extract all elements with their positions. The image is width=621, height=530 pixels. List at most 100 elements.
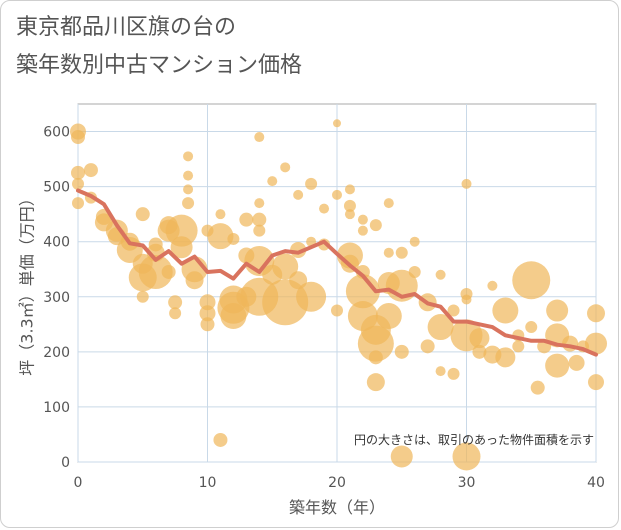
y-tick-label: 0 bbox=[61, 455, 70, 471]
transaction-bubble bbox=[267, 176, 278, 187]
transaction-bubble bbox=[420, 339, 435, 354]
x-tick-label: 30 bbox=[458, 475, 476, 491]
transaction-bubble bbox=[427, 314, 454, 341]
transaction-bubble bbox=[357, 225, 368, 236]
transaction-bubble bbox=[161, 264, 176, 279]
y-tick-label: 600 bbox=[43, 125, 70, 141]
transaction-bubble bbox=[272, 253, 299, 280]
transaction-bubble bbox=[512, 340, 525, 353]
transaction-bubble bbox=[435, 366, 446, 377]
transaction-bubble bbox=[357, 325, 394, 362]
transaction-bubble bbox=[512, 261, 551, 300]
transaction-bubble bbox=[72, 197, 84, 210]
transaction-bubble bbox=[368, 350, 383, 365]
y-tick-label: 400 bbox=[43, 235, 70, 251]
transaction-bubble bbox=[383, 198, 394, 209]
x-tick-labels: 0 10 20 30 40 bbox=[74, 475, 605, 491]
transaction-bubble bbox=[253, 224, 266, 237]
transaction-bubble bbox=[366, 373, 385, 392]
transaction-bubble bbox=[472, 344, 487, 359]
y-tick-label: 500 bbox=[43, 180, 70, 196]
transaction-bubble bbox=[135, 207, 150, 222]
transaction-bubble bbox=[239, 212, 254, 227]
transaction-bubble bbox=[525, 321, 538, 334]
x-tick-label: 10 bbox=[199, 475, 217, 491]
transaction-bubble bbox=[170, 236, 193, 259]
transaction-bubble bbox=[568, 354, 585, 371]
y-tick-label: 300 bbox=[43, 290, 70, 306]
transaction-bubble bbox=[148, 237, 163, 252]
x-tick-label: 40 bbox=[587, 475, 605, 491]
transaction-bubble bbox=[182, 197, 195, 210]
y-tick-label: 100 bbox=[43, 400, 70, 416]
transaction-bubble bbox=[319, 203, 330, 214]
transaction-bubble bbox=[395, 246, 408, 259]
x-tick-label: 20 bbox=[328, 475, 346, 491]
transaction-bubble bbox=[252, 212, 267, 227]
transaction-bubble bbox=[215, 209, 226, 220]
transaction-bubble bbox=[332, 189, 342, 200]
transaction-bubble bbox=[280, 162, 291, 173]
transaction-bubble bbox=[213, 432, 228, 447]
transaction-bubble bbox=[254, 132, 265, 143]
transaction-bubble bbox=[254, 198, 265, 209]
transaction-bubble bbox=[530, 380, 545, 395]
transaction-bubble bbox=[345, 274, 380, 309]
transaction-bubble bbox=[587, 304, 605, 323]
transaction-bubble bbox=[220, 303, 247, 330]
transaction-bubble bbox=[183, 170, 194, 181]
transaction-bubble bbox=[545, 353, 570, 378]
transaction-bubble bbox=[71, 165, 85, 180]
y-axis-title: 坪（3.3㎡）単価（万円） bbox=[18, 190, 37, 375]
y-tick-labels: 0 100 200 300 400 500 600 bbox=[43, 125, 70, 471]
transaction-bubble bbox=[357, 214, 368, 225]
transaction-bubble bbox=[408, 265, 421, 278]
transaction-bubble bbox=[207, 223, 234, 250]
y-tick-label: 200 bbox=[43, 345, 70, 361]
transaction-bubble bbox=[331, 304, 343, 317]
transaction-bubble bbox=[333, 119, 341, 128]
transaction-bubble bbox=[183, 151, 194, 162]
transaction-bubble bbox=[305, 177, 318, 190]
transaction-bubble bbox=[492, 297, 519, 324]
transaction-bubble bbox=[185, 271, 204, 290]
transaction-bubble bbox=[138, 254, 173, 289]
transaction-bubble bbox=[447, 304, 460, 317]
bubble-size-note: 円の大きさは、取引のあった物件面積を示す bbox=[354, 432, 594, 447]
transaction-bubble bbox=[588, 374, 604, 391]
transaction-bubble bbox=[169, 307, 182, 320]
average-price-line bbox=[76, 188, 598, 357]
transaction-bubble bbox=[495, 347, 516, 368]
transaction-bubble bbox=[461, 294, 472, 305]
transaction-bubble bbox=[199, 305, 216, 322]
x-tick-label: 0 bbox=[74, 475, 83, 491]
transaction-bubble bbox=[369, 219, 382, 232]
transaction-bubble bbox=[585, 332, 607, 355]
transaction-bubble bbox=[447, 367, 460, 380]
transaction-bubble bbox=[435, 269, 446, 280]
transaction-bubble bbox=[383, 247, 394, 258]
transaction-bubble bbox=[72, 177, 84, 190]
transaction-bubble bbox=[83, 163, 98, 178]
grid-lines bbox=[77, 104, 597, 463]
transaction-bubble bbox=[394, 344, 409, 359]
transaction-bubble bbox=[136, 290, 149, 303]
transaction-bubble bbox=[183, 184, 194, 195]
transaction-bubble bbox=[262, 279, 309, 326]
transaction-bubble bbox=[546, 299, 569, 322]
transaction-bubble bbox=[296, 281, 327, 312]
transaction-bubble bbox=[452, 442, 481, 471]
transaction-bubble bbox=[390, 445, 413, 468]
transaction-bubble bbox=[165, 214, 198, 247]
transaction-bubble bbox=[71, 130, 85, 145]
transaction-bubble bbox=[344, 184, 355, 195]
transaction-bubble bbox=[469, 328, 490, 349]
transaction-bubble bbox=[227, 232, 240, 245]
transaction-bubble bbox=[168, 295, 183, 310]
transaction-bubble bbox=[344, 209, 355, 220]
transaction-bubble bbox=[200, 317, 215, 332]
transaction-bubble bbox=[409, 236, 420, 247]
transaction-bubble bbox=[487, 280, 498, 291]
chart-title-line2: 築年数別中古マンション価格 bbox=[16, 53, 303, 78]
